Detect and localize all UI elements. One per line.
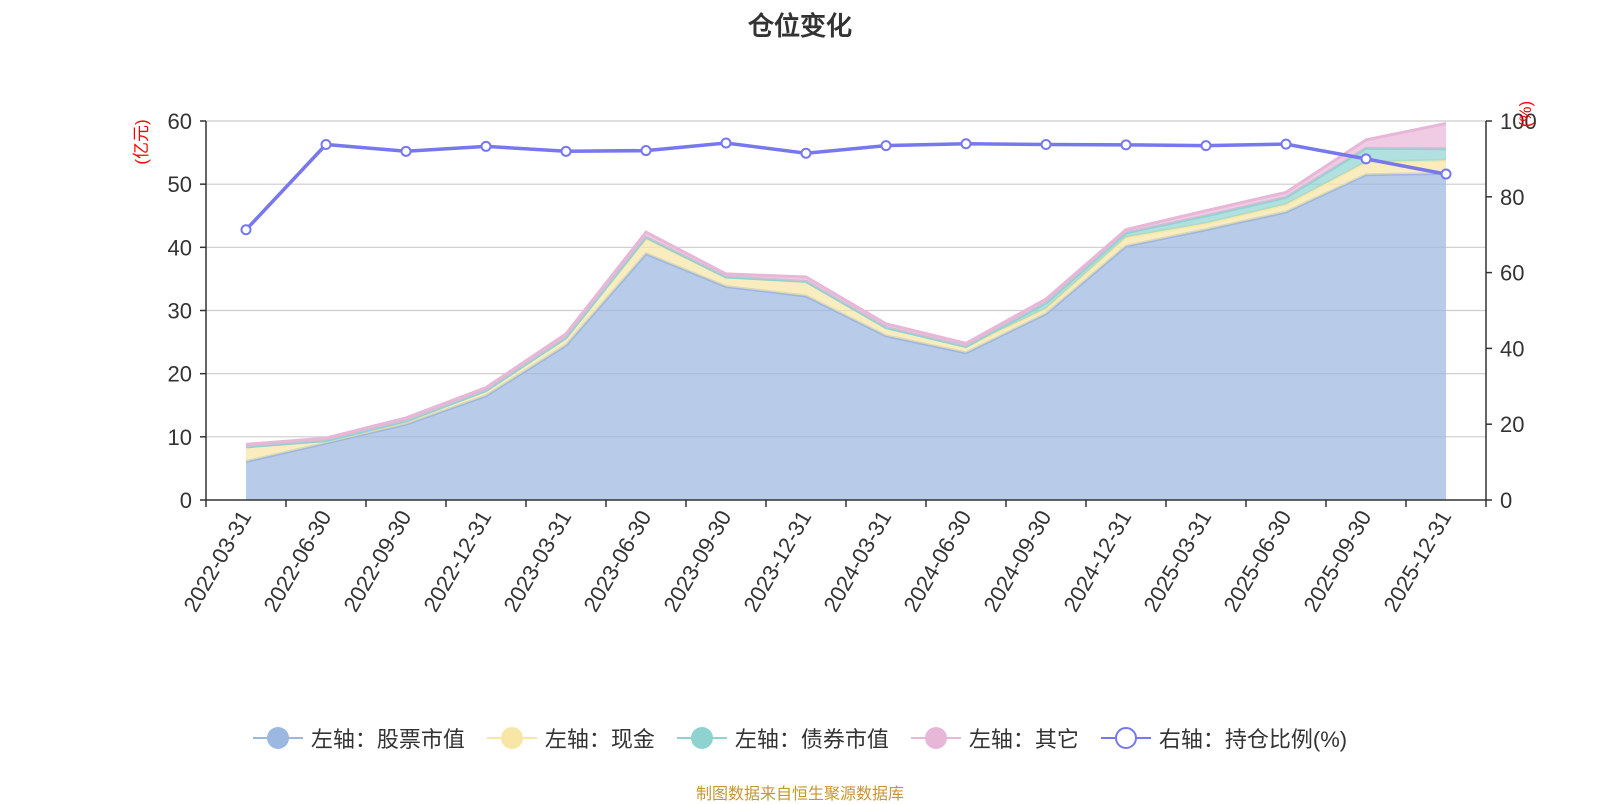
source-note: 制图数据来自恒生聚源数据库 xyxy=(695,786,904,803)
x-axis-tick-label: 2023-09-30 xyxy=(658,506,736,616)
area-3 xyxy=(246,148,1446,447)
legend-label-stock: 左轴：股票市值 xyxy=(310,727,465,752)
right-axis-tick-label: 40 xyxy=(1500,336,1524,361)
area-1 xyxy=(246,173,1446,500)
ratio-point xyxy=(800,147,812,159)
left-axis-unit-label: (亿元) xyxy=(132,119,151,164)
left-axis-tick-label: 30 xyxy=(168,299,192,324)
x-axis-tick-label: 2024-09-30 xyxy=(978,506,1056,616)
right-axis-tick-label: 60 xyxy=(1500,261,1524,286)
left-axis-tick-label: 60 xyxy=(168,109,192,134)
x-axis-tick-label: 2024-03-31 xyxy=(818,506,896,616)
ratio-point xyxy=(1040,138,1052,150)
ratio-point xyxy=(1200,140,1212,152)
ratio-point xyxy=(240,224,252,236)
ratio-point xyxy=(480,140,492,152)
legend-ratio-swatch-icon xyxy=(1100,727,1151,749)
x-axis-tick-label: 2024-06-30 xyxy=(898,506,976,616)
area-edge-4 xyxy=(245,122,1447,446)
ratio-series-line xyxy=(244,141,1447,231)
x-axis-tick-label: 2022-12-31 xyxy=(418,506,496,616)
ratio-point xyxy=(880,140,892,152)
ratio-point xyxy=(960,138,972,150)
x-axis-tick-label: 2025-03-31 xyxy=(1138,506,1216,616)
left-axis-tick-label: 10 xyxy=(168,425,192,450)
ratio-point xyxy=(1440,168,1452,180)
ratio-point xyxy=(1360,153,1372,165)
x-axis-tick-label: 2022-09-30 xyxy=(338,506,416,616)
right-axis-tick-label: 80 xyxy=(1500,185,1524,210)
x-axis-tick-label: 2023-03-31 xyxy=(498,506,576,616)
x-axis-tick-label: 2025-09-30 xyxy=(1298,506,1376,616)
legend-bond-swatch-icon xyxy=(676,727,727,749)
ratio-point xyxy=(320,138,332,150)
legend-label-other: 左轴：其它 xyxy=(968,727,1079,752)
legend-label-cash: 左轴：现金 xyxy=(544,727,655,752)
legend-label-bond: 左轴：债券市值 xyxy=(734,727,889,752)
x-axis-tick-label: 2024-12-31 xyxy=(1058,506,1136,616)
x-axis-tick-label: 2023-06-30 xyxy=(578,506,656,616)
x-axis-tick-label: 2022-06-30 xyxy=(258,506,336,616)
left-axis-tick-label: 50 xyxy=(168,172,192,197)
area-2 xyxy=(246,160,1446,462)
x-axis-tick-label: 2025-12-31 xyxy=(1378,506,1456,616)
left-axis-tick-label: 0 xyxy=(180,488,192,513)
ratio-point xyxy=(1280,138,1292,150)
x-axis-tick-label: 2023-12-31 xyxy=(738,506,816,616)
legend-stock-swatch-icon xyxy=(252,727,303,749)
chart-title: 仓位变化 xyxy=(747,11,852,41)
legend-cash-swatch-icon xyxy=(486,727,537,749)
ratio-point xyxy=(720,137,732,149)
legend-item-ratio[interactable]: 右轴：持仓比例(%) xyxy=(1100,722,1348,754)
left-axis-tick-label: 40 xyxy=(168,235,192,260)
ratio-point xyxy=(560,145,572,157)
stacked-areas xyxy=(245,122,1447,500)
legend-other-swatch-icon xyxy=(910,727,961,749)
x-axis-tick-label: 2022-03-31 xyxy=(178,506,256,616)
legend-item-cash[interactable]: 左轴：现金 xyxy=(486,722,655,754)
right-axis-tick-label: 0 xyxy=(1500,488,1512,513)
right-axis-tick-label: 100 xyxy=(1500,109,1537,134)
legend-item-other[interactable]: 左轴：其它 xyxy=(910,722,1079,754)
right-axis-tick-label: 20 xyxy=(1500,412,1524,437)
left-axis-tick-label: 20 xyxy=(168,362,192,387)
legend-item-stock[interactable]: 左轴：股票市值 xyxy=(252,722,465,754)
ratio-point xyxy=(1120,139,1132,151)
ratio-point xyxy=(640,145,652,157)
legend: 左轴：股票市值 左轴：现金 左轴：债券市值 左轴：其它 右轴：持仓比例(%) xyxy=(0,722,1600,754)
x-axis-tick-label: 2025-06-30 xyxy=(1218,506,1296,616)
ratio-point xyxy=(400,145,412,157)
right-axis-unit-label: (%) xyxy=(1516,101,1535,127)
legend-label-ratio: 右轴：持仓比例(%) xyxy=(1158,727,1348,752)
legend-item-bond[interactable]: 左轴：债券市值 xyxy=(676,722,889,754)
ratio-line xyxy=(240,137,1452,236)
